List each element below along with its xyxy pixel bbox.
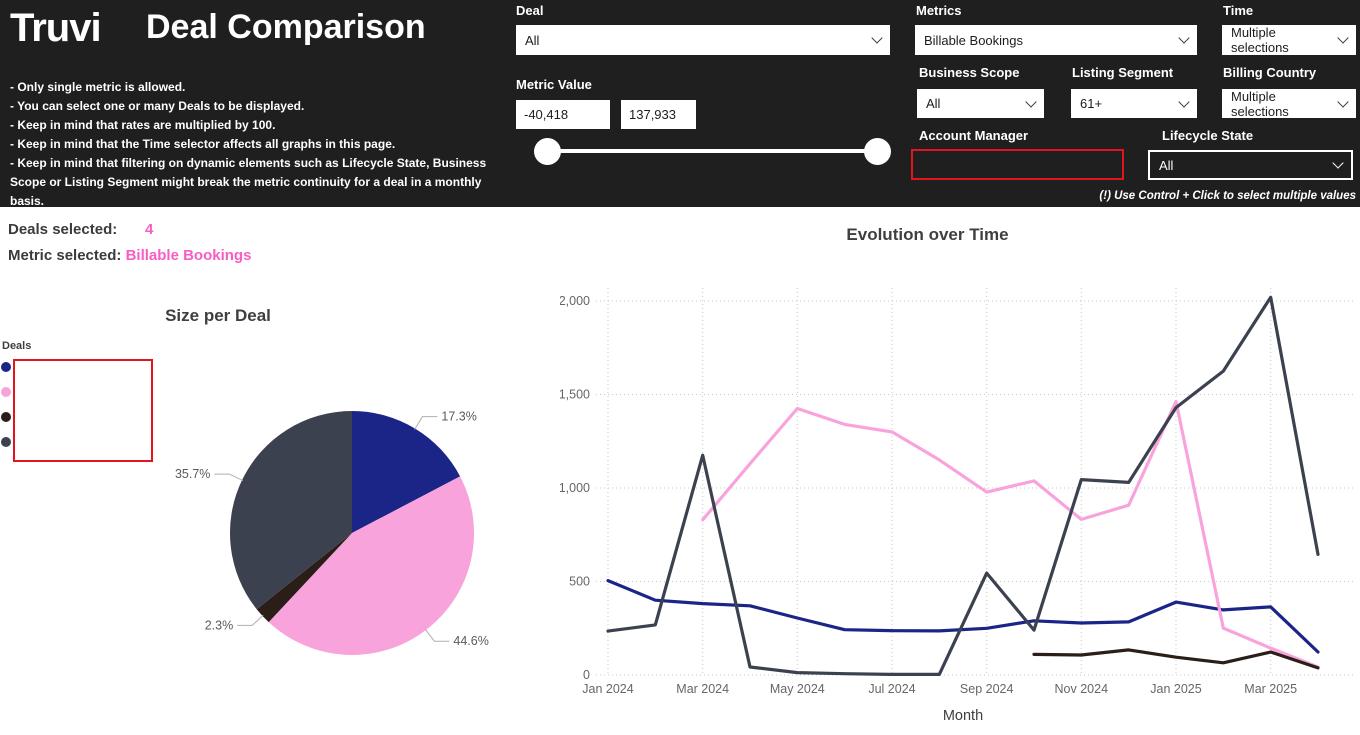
pie-slice-1[interactable] [268,476,475,655]
note-line: - You can select one or many Deals to be… [10,99,305,113]
series-line-deal-navy[interactable] [606,579,1320,654]
legend-dot[interactable] [1,437,11,447]
x-axis-tick: Mar 2025 [1244,682,1297,696]
account-manager-label: Account Manager [919,128,1029,143]
business-scope-dropdown[interactable]: All [917,89,1044,118]
deal-filter-label: Deal [516,3,544,18]
note-line: - Keep in mind that filtering on dynamic… [10,156,487,208]
listing-segment-value: 61+ [1080,96,1103,111]
time-filter-label: Time [1223,3,1254,18]
listing-segment-label: Listing Segment [1072,65,1174,80]
pie-label-leader [214,473,244,482]
notes-list: - Only single metric is allowed. - You c… [10,78,510,211]
metric-selected-value: Billable Bookings [125,247,252,264]
note-line: - Keep in mind that rates are multiplied… [10,118,276,132]
x-axis-tick: Jan 2024 [582,682,633,696]
legend-dot[interactable] [1,362,11,372]
metric-value-slider-track[interactable] [547,149,877,153]
line-chart[interactable]: 0 500 1,000 1,500 2,000 Jan 2024 Mar 2024 May 2… [560,260,1360,735]
lifecycle-state-value: All [1159,157,1174,173]
deal-dropdown-value: All [525,32,540,48]
pie-label: 2.3% [205,618,234,632]
pie-label-leader [414,416,438,430]
billing-country-dropdown[interactable]: Multiple selections [1222,88,1356,119]
note-line: - Only single metric is allowed. [10,80,186,94]
chevron-down-icon [1025,95,1037,108]
time-dropdown[interactable]: Multiple selections [1222,25,1356,55]
series-line-deal-pink[interactable] [701,400,1320,669]
listing-segment-dropdown[interactable]: 61+ [1071,89,1197,118]
note-line: - Keep in mind that the Time selector af… [10,137,396,151]
y-axis-tick: 1,500 [560,388,590,402]
chevron-down-icon [1337,32,1349,44]
filter-header: Truvi Deal Comparison - Only single metr… [0,0,1360,208]
x-axis-tick: Mar 2024 [676,682,729,696]
deals-selected-value: 4 [145,221,154,238]
x-axis-title: Month [943,708,983,724]
business-scope-label: Business Scope [919,65,1020,80]
pie-label: 17.3% [441,410,476,424]
time-dropdown-value: Multiple selections [1231,25,1289,55]
lifecycle-state-label: Lifecycle State [1162,128,1254,143]
pie-label: 44.6% [453,634,488,648]
account-manager-input[interactable] [911,149,1124,180]
metric-value-max-input[interactable] [621,100,696,129]
pie-label-leader [237,614,264,626]
x-axis-tick: Jan 2025 [1150,682,1201,696]
metric-value-min-input[interactable] [516,100,610,129]
legend-dot[interactable] [1,387,11,397]
metrics-dropdown[interactable]: Billable Bookings [915,25,1197,55]
billing-country-label: Billing Country [1223,65,1317,80]
pie-slice-2[interactable] [256,533,352,623]
metric-selected-label: Metric selected: [8,247,122,264]
lifecycle-state-dropdown[interactable]: All [1148,150,1353,180]
selection-summary: Deals selected: 4 Metric selected: Billab… [8,217,251,269]
x-axis-tick: Jul 2024 [868,682,915,696]
series-line-deal-slate[interactable] [606,295,1320,676]
x-axis-tick: Sep 2024 [960,682,1014,696]
y-axis-tick: 500 [569,575,590,589]
page-title: Deal Comparison [146,8,426,46]
pie-slice-3[interactable] [229,411,352,610]
pie-label: 35.7% [175,467,210,481]
deal-dropdown[interactable]: All [516,25,890,55]
series-line-deal-brown[interactable] [1032,648,1320,670]
slider-handle-max[interactable] [864,138,891,165]
multi-select-hint: (!) Use Control + Click to select multip… [1099,190,1356,202]
y-axis-tick: 2,000 [560,294,590,308]
pie-slice-0[interactable] [352,411,461,533]
business-scope-value: All [926,96,941,111]
deals-selected-label: Deals selected: [8,221,118,238]
line-chart-title: Evolution over Time [846,225,1009,244]
chevron-down-icon [1178,32,1190,44]
pie-chart[interactable]: 17.3% 44.6% 2.3% 35.7% [40,390,530,685]
billing-country-value: Multiple selections [1231,88,1289,119]
chevron-down-icon [1178,95,1190,108]
metrics-filter-label: Metrics [916,3,962,18]
legend-dot[interactable] [1,412,11,422]
chevron-down-icon [1337,95,1349,108]
x-axis-tick: May 2024 [770,682,825,696]
slider-handle-min[interactable] [534,138,561,165]
legend-redaction-box [13,359,153,462]
chevron-down-icon [871,32,883,44]
metrics-dropdown-value: Billable Bookings [924,32,1024,48]
chevron-down-icon [1332,157,1344,169]
metric-value-label: Metric Value [516,77,592,92]
y-axis-tick: 0 [583,668,590,682]
x-axis-tick: Nov 2024 [1055,682,1109,696]
pie-chart-title: Size per Deal [165,306,271,325]
pie-label-leader [424,628,450,642]
brand-logo: Truvi [10,6,102,50]
y-axis-tick: 1,000 [560,481,590,495]
pie-legend-title: Deals [2,340,32,352]
